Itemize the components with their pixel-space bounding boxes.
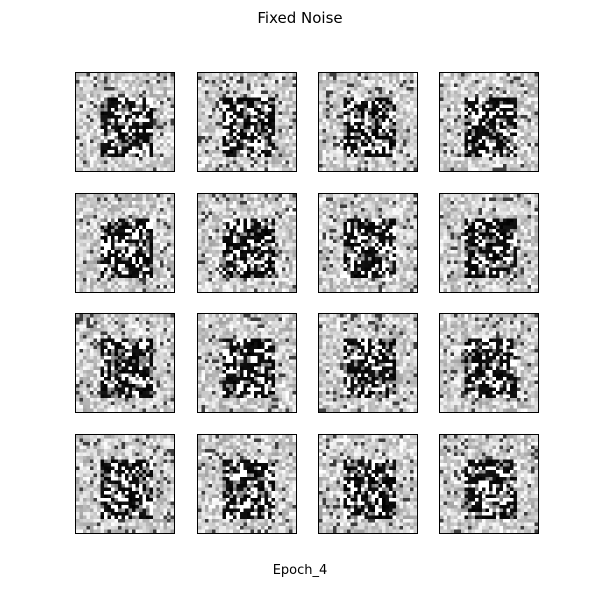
generated-sample-image — [318, 313, 418, 413]
generated-sample-image — [318, 193, 418, 293]
generated-sample-image — [75, 72, 175, 172]
figure-title: Fixed Noise — [257, 9, 343, 27]
sample-pixels — [76, 435, 174, 533]
generated-sample-image — [439, 434, 539, 534]
generated-sample-image — [197, 434, 297, 534]
generated-sample-image — [439, 72, 539, 172]
sample-pixels — [319, 435, 417, 533]
sample-pixels — [440, 73, 538, 171]
sample-pixels — [198, 194, 296, 292]
generated-sample-image — [197, 193, 297, 293]
sample-pixels — [198, 73, 296, 171]
sample-pixels — [319, 314, 417, 412]
generated-sample-image — [75, 313, 175, 413]
sample-pixels — [440, 194, 538, 292]
sample-pixels — [198, 314, 296, 412]
generated-sample-image — [197, 313, 297, 413]
sample-pixels — [198, 435, 296, 533]
generated-sample-image — [318, 72, 418, 172]
sample-pixels — [319, 194, 417, 292]
generated-sample-image — [75, 193, 175, 293]
generated-sample-image — [318, 434, 418, 534]
sample-pixels — [76, 73, 174, 171]
sample-pixels — [76, 314, 174, 412]
sample-pixels — [76, 194, 174, 292]
generated-sample-image — [439, 313, 539, 413]
figure-footer: Epoch_4 — [272, 563, 328, 578]
generated-sample-image — [197, 72, 297, 172]
sample-pixels — [440, 435, 538, 533]
generated-sample-image — [439, 193, 539, 293]
generated-sample-image — [75, 434, 175, 534]
sample-pixels — [440, 314, 538, 412]
sample-pixels — [319, 73, 417, 171]
